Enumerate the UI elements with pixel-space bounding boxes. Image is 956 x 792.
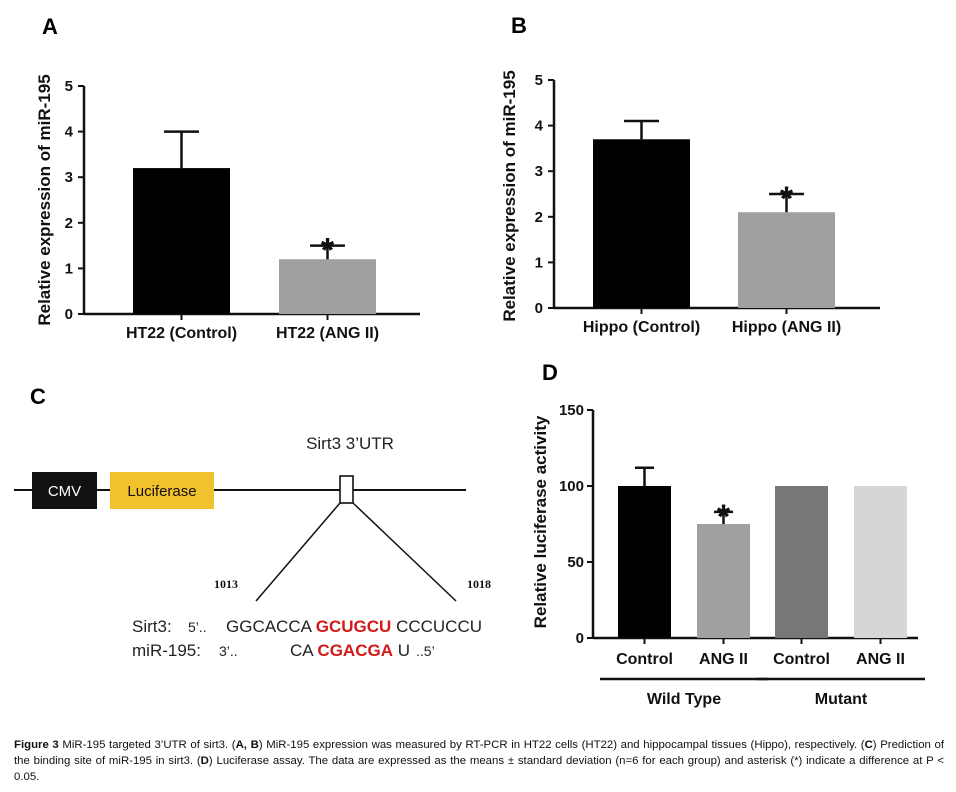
y-tick-label-d: 100 [559,478,584,495]
diagram-c: CMV Luciferase Sirt3 3’UTR 1013 1018 Sir… [14,434,491,660]
y-tick-label-a: 5 [65,78,73,95]
sirt3-sequence: Sirt3: 5’.. GGCACCA GCUGCU CCCUCCU [132,617,482,636]
zoom-line-left [255,502,341,602]
mir195-five-prime: ..5’ [416,643,435,659]
y-tick-label-b: 0 [535,300,543,317]
y-tick-label-a: 3 [65,169,73,186]
significance-star-a-2: * [321,232,335,270]
y-axis-label-b: Relative expression of miR-195 [500,70,519,321]
bar-d-3 [775,486,828,638]
bar-b-2 [738,212,835,308]
chart-d: 0 50 100 150 Relative luciferase activity Con… [531,402,925,708]
mir195-seed: CGACGA [317,641,393,660]
mir195-sequence: miR-195: 3’.. CA CGACGA U ..5’ [132,641,435,660]
y-tick-label-a: 4 [65,124,74,141]
group-label-2: Mutant [815,691,868,708]
y-tick-label-d: 0 [576,630,584,647]
caption-text-1: MiR-195 targeted 3’UTR of sirt3. ( [58,739,236,751]
panel-letter-d: D [542,360,558,385]
bar-d-1 [618,486,671,638]
sirt3-five-prime: 5’.. [188,619,207,635]
zoom-line-right [352,502,457,602]
sirt3-seq-post: CCCUCCU [396,617,482,636]
category-label-d-3: Control [773,651,830,668]
category-label-d-2: ANG II [699,651,748,668]
caption-bold-d: D [200,755,209,767]
category-label-b-1: Hippo (Control) [583,319,700,336]
luciferase-label: Luciferase [127,483,196,500]
position-end: 1018 [467,577,491,591]
bar-a-1 [133,168,230,314]
category-label-b-2: Hippo (ANG II) [732,319,841,336]
sirt3-seq-pre: GGCACCA [226,617,313,636]
panel-letter-b: B [511,13,527,38]
panel-letter-a: A [42,14,58,39]
sirt3-label: Sirt3: [132,617,172,636]
cmv-box [32,472,97,509]
bar-a-2 [279,259,376,314]
bar-d-4 [854,486,907,638]
y-tick-label-b: 3 [535,163,543,180]
bar-b-1 [593,139,690,308]
group-label-1: Wild Type [647,691,721,708]
binding-site-marker [339,475,354,504]
mir195-seq-pre: CA [290,641,314,660]
mir195-label: miR-195: [132,641,201,660]
panel-letter-c: C [30,384,46,409]
y-tick-label-b: 4 [535,118,544,135]
position-start: 1013 [214,577,238,591]
caption-bold-c: C [864,739,873,751]
mir195-three-prime: 3’.. [219,643,238,659]
caption-text-3: ) Prediction of the binding site of miR-… [14,739,944,767]
caption-text-2: ) MiR-195 expression was measured by RT-… [258,739,865,751]
significance-star-d-2: * [717,498,731,536]
figure-caption: Figure 3 MiR-195 targeted 3’UTR of sirt3… [14,737,944,785]
caption-text-4: ) Luciferase assay. The data are express… [14,755,944,783]
y-tick-label-b: 5 [535,72,543,89]
significance-star-b-2: * [780,180,794,218]
y-tick-label-b: 2 [535,209,543,226]
y-tick-label-d: 150 [559,402,584,419]
caption-label: Figure 3 [14,739,59,751]
luciferase-box [110,472,214,509]
figure-canvas: A B C D 0 1 2 3 4 5 Relative expression of miR… [14,13,925,708]
y-tick-label-a: 2 [65,215,73,232]
cmv-label: CMV [48,483,81,500]
category-label-a-2: HT22 (ANG II) [276,325,379,342]
caption-bold-ab: A, B [235,739,259,751]
mir195-seq-post: U [398,641,410,660]
y-axis-label-d: Relative luciferase activity [531,415,550,628]
y-tick-label-a: 1 [65,260,73,277]
category-label-a-1: HT22 (Control) [126,325,237,342]
category-label-d-4: ANG II [856,651,905,668]
y-axis-label-a: Relative expression of miR-195 [35,74,54,325]
utr-title: Sirt3 3’UTR [306,434,394,453]
chart-a: 0 1 2 3 4 5 Relative expression of miR-195 HT22… [35,74,420,342]
chart-b: 0 1 2 3 4 5 Relative expression of miR-195 Hipp… [500,70,880,336]
category-label-d-1: Control [616,651,673,668]
y-tick-label-d: 50 [567,554,584,571]
sirt3-binding-site: GCUGCU [316,617,392,636]
y-tick-label-b: 1 [535,254,543,271]
y-tick-label-a: 0 [65,306,73,323]
bar-d-2 [697,524,750,638]
